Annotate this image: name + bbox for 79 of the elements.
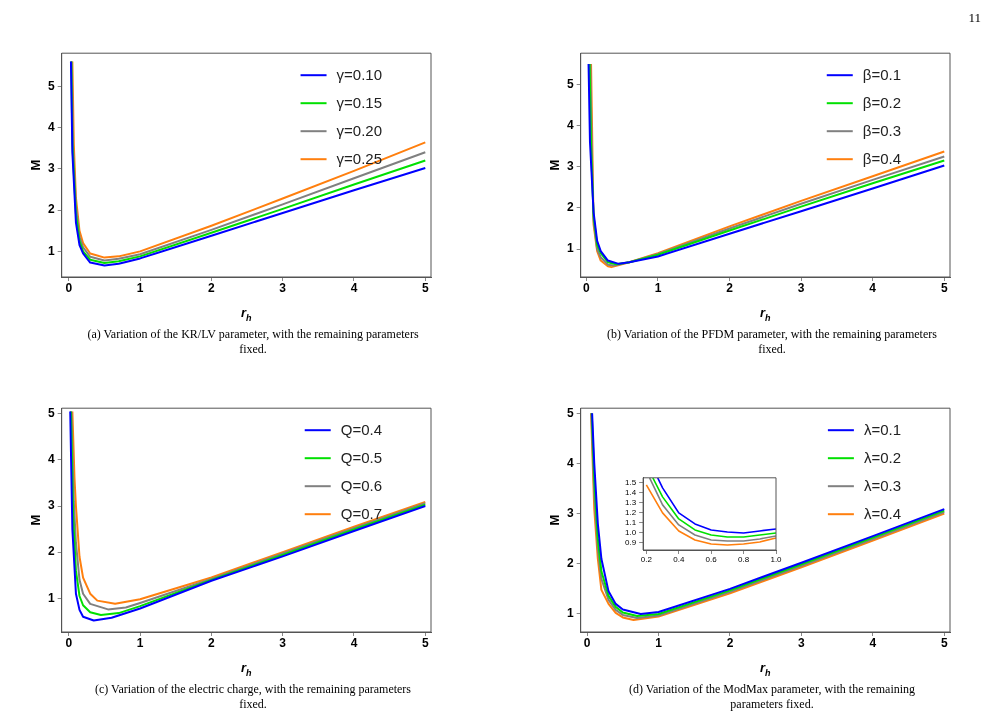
y-tick-label: 2 [566,200,574,215]
y-tick-label: 3 [47,161,55,176]
text: (c) Variation of the electric charge, with the remaining parameters fixed. [93,682,413,712]
text: (d) Variation of the ModMax parameter, with the remaining parameters fixed. [627,682,917,712]
x-tick-label: 3 [279,281,287,296]
legend-label: Q=0.4 [340,421,382,439]
x-tick-label: 1.0 [770,555,783,565]
x-tick-label: 2 [726,636,734,651]
x-tick-label: 0 [65,281,73,296]
y-tick-label: 1.0 [625,528,637,538]
y-tick-label: 3 [47,498,55,513]
y-tick-label: 1.5 [625,478,637,488]
y-tick-label: 2 [47,202,55,217]
x-tick-label: 0 [583,281,591,296]
text: (a) Variation of the KR/LV parameter, with the remaining parameters fixed. [86,327,420,357]
x-tick-label: 0 [65,636,73,651]
x-tick-label: 1 [136,636,144,651]
y-tick-label: 1 [47,243,55,258]
x-tick-label: 4 [869,281,877,296]
y-tick-label: 1.3 [625,498,637,508]
x-tick-label: 4 [350,281,358,296]
y-tick-label: 1 [566,606,574,621]
legend-label: β=0.3 [862,122,902,140]
legend-label: λ=0.3 [863,477,902,495]
x-tick-label: 1 [136,281,144,296]
x-tick-label: 2 [208,636,216,651]
x-tick-label: 5 [421,636,429,651]
x-tick-label: 2 [726,281,734,296]
legend-label: β=0.4 [862,150,902,168]
y-tick-label: 5 [566,405,574,420]
y-tick-label: 4 [47,119,55,134]
x-tick-label: 0 [583,636,591,651]
y-axis-title: M [547,514,562,526]
x-tick-label: 4 [869,636,877,651]
y-tick-label: 4 [566,117,574,132]
legend-label: Q=0.6 [340,477,382,495]
y-tick-label: 1.2 [625,508,637,518]
legend-label: γ=0.25 [336,150,383,168]
legend-label: λ=0.4 [863,505,902,523]
legend-label: Q=0.7 [340,505,382,523]
legend-label: γ=0.20 [336,122,383,140]
legend-label: λ=0.1 [863,421,902,439]
y-tick-label: 4 [47,452,55,467]
x-tick-label: 5 [940,281,948,296]
x-tick-label: 1 [654,281,662,296]
legend-label: β=0.1 [862,66,902,84]
legend-label: λ=0.2 [863,449,902,467]
x-tick-label: 0.4 [673,555,685,565]
legend-label: β=0.2 [862,94,902,112]
y-tick-label: 4 [566,455,574,470]
text: (b) Variation of the PFDM parameter, with the remaining parameters fixed. [606,327,938,357]
y-tick-label: 0.9 [625,538,637,548]
y-tick-label: 5 [566,76,574,91]
x-tick-label: 2 [208,281,216,296]
x-tick-label: 5 [421,281,429,296]
y-axis-title: M [547,159,562,171]
legend-label: γ=0.10 [336,66,383,84]
x-tick-label: 5 [940,636,948,651]
x-tick-label: 0.2 [640,555,653,565]
y-tick-label: 5 [47,78,55,93]
y-axis-title: M [28,159,43,171]
x-tick-label: 0.8 [738,555,750,565]
text: 11 [968,10,981,26]
y-tick-label: 1 [566,241,574,256]
y-tick-label: 3 [566,505,574,520]
x-tick-label: 1 [655,636,663,651]
x-tick-label: 3 [279,636,287,651]
y-axis-title: M [28,514,43,526]
y-tick-label: 1.4 [625,488,637,498]
y-tick-label: 3 [566,159,574,174]
x-tick-label: 3 [798,636,806,651]
y-tick-label: 1 [47,590,55,605]
x-tick-label: 4 [350,636,358,651]
y-tick-label: 5 [47,406,55,421]
legend-label: γ=0.15 [336,94,383,112]
x-tick-label: 3 [797,281,805,296]
legend-label: Q=0.5 [340,449,382,467]
y-tick-label: 1.1 [625,518,637,528]
x-tick-label: 0.6 [705,555,718,565]
